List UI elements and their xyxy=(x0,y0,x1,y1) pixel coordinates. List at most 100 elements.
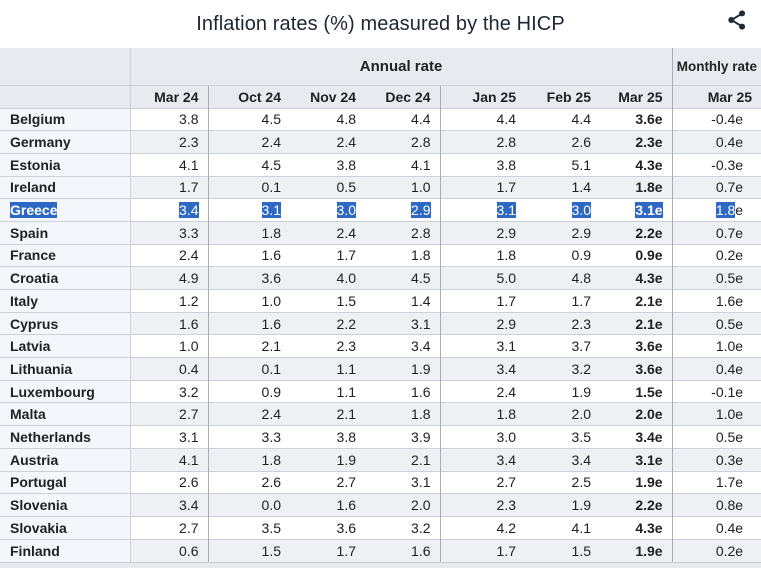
col-header-nov24: Nov 24 xyxy=(290,84,365,108)
table-row: Netherlands 3.1 3.3 3.8 3.9 3.0 3.5 3.4e 0.5e xyxy=(0,425,761,449)
annual-value-cell: 2.9 xyxy=(525,220,600,245)
annual-value-cell: 0.0 xyxy=(207,493,290,517)
col-header-jan25: Jan 25 xyxy=(439,84,525,108)
annual-value-cell: 3.4 xyxy=(439,357,525,381)
share-icon-glyph xyxy=(728,10,746,30)
annual-value-cell: 2.9 xyxy=(439,220,525,245)
annual-value-cell: 2.7 xyxy=(439,470,525,494)
annual-value-cell: 1.0 xyxy=(129,334,208,358)
annual-value-cell: 0.4 xyxy=(129,357,208,381)
annual-value-cell: 4.4 xyxy=(525,107,600,131)
annual-value-cell: 3.4 xyxy=(439,447,525,471)
annual-value-cell: 1.7 xyxy=(439,175,525,199)
table-row: Italy 1.2 1.0 1.5 1.4 1.7 1.7 2.1e 1.6e xyxy=(0,289,761,313)
annual-value-cell: 2.1e xyxy=(600,289,673,313)
corner-cell-2 xyxy=(0,84,130,108)
annual-value-cell: 4.3e xyxy=(600,515,673,540)
annual-value-cell: 3.6 xyxy=(290,515,365,540)
annual-value-cell: 2.4 xyxy=(290,220,365,245)
annual-value-cell: 3.1 xyxy=(365,470,440,494)
annual-value-cell: 2.3 xyxy=(290,334,365,358)
selected-text: 3.4 xyxy=(179,202,199,219)
annual-value-cell: 1.8e xyxy=(600,175,673,199)
annual-value-cell: 5.1 xyxy=(525,152,600,177)
annual-value-cell: 4.1 xyxy=(525,515,600,540)
selected-text: 3.0 xyxy=(336,202,356,219)
country-cell: Latvia xyxy=(0,334,130,358)
annual-value-cell: 0.9 xyxy=(525,243,600,267)
annual-value-cell: 2.4 xyxy=(290,130,365,154)
monthly-value-cell: 1.0e xyxy=(671,402,761,426)
annual-value-cell: 2.1e xyxy=(600,311,673,335)
annual-value-cell: 4.4 xyxy=(365,107,440,131)
selected-text: 3.1 xyxy=(261,202,281,219)
annual-value-cell: 3.2 xyxy=(365,515,440,540)
country-cell: Portugal xyxy=(0,470,130,494)
country-cell: Spain xyxy=(0,220,130,245)
table-row: Portugal 2.6 2.6 2.7 3.1 2.7 2.5 1.9e 1.7e xyxy=(0,470,761,494)
table-row: Finland 0.6 1.5 1.7 1.6 1.7 1.5 1.9e 0.2e xyxy=(0,538,761,562)
table-row: Malta 2.7 2.4 2.1 1.8 1.8 2.0 2.0e 1.0e xyxy=(0,402,761,426)
annual-value-cell: 2.7 xyxy=(129,515,208,540)
annual-value-cell: 0.6 xyxy=(129,538,208,562)
table-row: Slovenia 3.4 0.0 1.6 2.0 2.3 1.9 2.2e 0.8e xyxy=(0,493,761,517)
annual-value-cell: 3.8 xyxy=(290,425,365,449)
corner-cell xyxy=(0,48,130,85)
annual-value-cell: 1.6 xyxy=(207,311,290,335)
monthly-value-cell: 0.2e xyxy=(671,243,761,267)
annual-value-cell: 4.5 xyxy=(207,152,290,177)
annual-value-cell: 4.8 xyxy=(290,107,365,131)
table-row: France 2.4 1.6 1.7 1.8 1.8 0.9 0.9e 0.2e xyxy=(0,243,761,267)
annual-value-cell: 4.2 xyxy=(439,515,525,540)
annual-value-cell: 3.2 xyxy=(525,357,600,381)
country-cell: Ireland xyxy=(0,175,130,199)
monthly-value-cell: 0.4e xyxy=(671,130,761,154)
annual-value-cell: 3.9 xyxy=(365,425,440,449)
annual-value-cell: 2.2e xyxy=(600,493,673,517)
annual-value-cell: 1.7 xyxy=(439,538,525,562)
annual-value-cell: 3.5 xyxy=(207,515,290,540)
annual-value-cell: 1.0 xyxy=(365,175,440,199)
annual-value-cell: 1.6 xyxy=(365,538,440,562)
annual-value-cell: 3.1 xyxy=(365,311,440,335)
annual-value-cell: 3.6e xyxy=(600,334,673,358)
share-icon[interactable] xyxy=(726,9,748,31)
annual-value-cell: 4.0 xyxy=(290,266,365,290)
annual-value-cell: 1.8 xyxy=(207,447,290,471)
annual-value-cell: 1.9e xyxy=(600,470,673,494)
monthly-value-cell: -0.1e xyxy=(671,379,761,403)
annual-value-cell: 2.3 xyxy=(129,130,208,154)
country-cell: Finland xyxy=(0,538,130,562)
monthly-value-cell: -0.4e xyxy=(671,107,761,131)
monthly-value-cell: 1.0e xyxy=(671,334,761,358)
table-row: Austria 4.1 1.8 1.9 2.1 3.4 3.4 3.1e 0.3e xyxy=(0,447,761,471)
country-cell: Slovenia xyxy=(0,493,130,517)
annual-value-cell: 4.1 xyxy=(365,152,440,177)
annual-value-cell: 3.8 xyxy=(290,152,365,177)
annual-value-cell: 2.2e xyxy=(600,220,673,245)
annual-value-cell: 2.8 xyxy=(365,220,440,245)
annual-value-cell: 1.6 xyxy=(129,311,208,335)
annual-value-cell: 1.7 xyxy=(290,243,365,267)
table-row: Belgium 3.8 4.5 4.8 4.4 4.4 4.4 3.6e -0.4e xyxy=(0,107,761,131)
monthly-value-cell: 1.6e xyxy=(671,289,761,313)
annual-value-cell: 0.1 xyxy=(207,175,290,199)
country-cell: Malta xyxy=(0,402,130,426)
annual-value-cell: 3.8 xyxy=(439,152,525,177)
selected-text: Greece xyxy=(10,202,58,219)
country-cell: Italy xyxy=(0,289,130,313)
annual-value-cell: 4.4 xyxy=(439,107,525,131)
annual-value-cell: 1.9e xyxy=(600,538,673,562)
annual-value-cell: 2.1 xyxy=(207,334,290,358)
monthly-value-cell: 0.5e xyxy=(671,425,761,449)
annual-value-cell: 2.2 xyxy=(290,311,365,335)
annual-value-cell: 3.4 xyxy=(525,447,600,471)
annual-value-cell: 2.8 xyxy=(365,130,440,154)
monthly-value-cell: 1.8e xyxy=(671,198,761,222)
monthly-value-cell: 0.4e xyxy=(671,357,761,381)
country-cell: Slovakia xyxy=(0,515,130,540)
annual-value-cell: 1.6 xyxy=(365,379,440,403)
title-bar: Inflation rates (%) measured by the HICP xyxy=(0,0,761,48)
annual-value-cell: 3.1 xyxy=(439,198,525,222)
annual-value-cell: 2.0e xyxy=(600,402,673,426)
